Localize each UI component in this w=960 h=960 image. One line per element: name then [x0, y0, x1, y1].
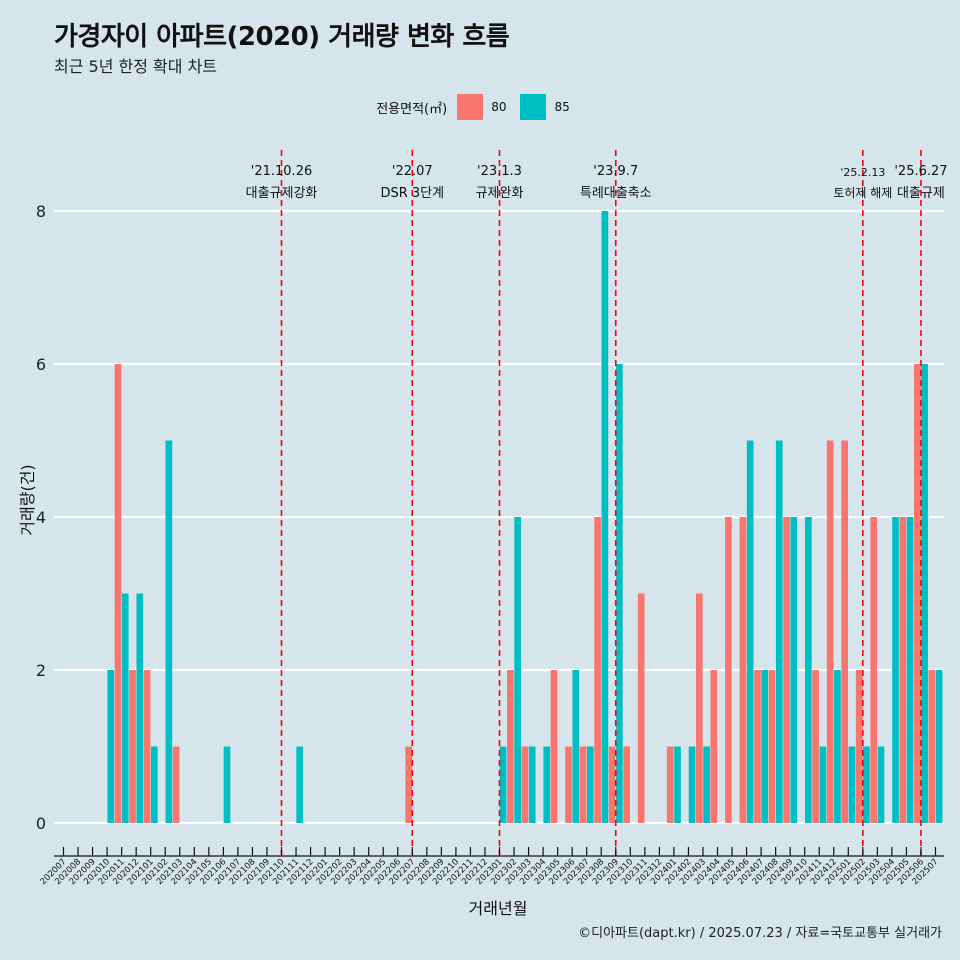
bar-85-202408 [775, 440, 783, 823]
event-date: '22.07 [392, 164, 433, 179]
bar-80-202012 [129, 670, 136, 823]
bar-80-202409 [783, 517, 790, 823]
y-tick-label: 0 [36, 814, 46, 833]
legend-swatch-85 [520, 94, 547, 120]
legend-title: 전용면적(㎡) [376, 101, 448, 117]
bar-85-202106 [223, 746, 231, 823]
bar-85-202409 [790, 517, 798, 823]
bar-80-202501 [841, 440, 848, 823]
bar-85-202502 [863, 746, 870, 823]
event-date: '25.2.13 [840, 166, 885, 179]
bar-80-202403 [696, 593, 703, 823]
bar-80-202411 [812, 670, 819, 823]
bar-85-202407 [761, 670, 769, 823]
bar-80-202406 [739, 517, 747, 823]
event-label: DSR 3단계 [380, 186, 444, 201]
bar-85-202301 [499, 746, 507, 823]
bar-80-202408 [768, 670, 776, 823]
event-date: '23.9.7 [593, 164, 638, 179]
bar-80-202309 [608, 746, 616, 823]
bar-85-202307 [587, 746, 594, 823]
bar-85-202412 [834, 670, 841, 823]
bar-80-202502 [855, 670, 863, 823]
y-tick-label: 2 [36, 661, 46, 680]
bar-85-202308 [601, 211, 609, 823]
legend-label-85: 85 [554, 100, 570, 114]
bar-80-202103 [172, 746, 180, 823]
bar-85-202501 [848, 746, 856, 823]
bar-85-202504 [892, 517, 899, 823]
legend-label-80: 80 [491, 100, 507, 114]
bar-80-202308 [594, 517, 601, 823]
bar-80-202401 [666, 746, 674, 823]
bar-80-202310 [623, 746, 630, 823]
event-label: 대출규제 [897, 186, 945, 201]
bar-85-202306 [572, 670, 580, 823]
bar-80-202311 [637, 593, 645, 823]
bar-85-202411 [819, 746, 827, 823]
bar-85-202507 [935, 670, 943, 823]
bar-85-202302 [514, 517, 521, 823]
bar-85-202303 [528, 746, 536, 823]
event-date: '21.10.26 [251, 164, 312, 179]
bar-80-202305 [550, 670, 558, 823]
bar-80-202507 [928, 670, 936, 823]
bar-80-202407 [754, 670, 761, 823]
bar-80-202303 [521, 746, 529, 823]
source-caption: ©디아파트(dapt.kr) / 2025.07.23 / 자료=국토교통부 실… [578, 926, 942, 941]
y-tick-label: 4 [36, 508, 46, 527]
bar-85-202011 [121, 593, 129, 823]
bar-80-202302 [507, 670, 514, 823]
bar-85-202406 [746, 440, 754, 823]
bar-80-202405 [725, 517, 732, 823]
event-date: '25.6.27 [894, 164, 947, 179]
event-label: 토허제 해제 [833, 186, 892, 200]
bar-80-202505 [899, 517, 907, 823]
x-axis-title: 거래년월 [469, 899, 528, 918]
bar-85-202012 [136, 593, 144, 823]
y-tick-label: 8 [36, 202, 46, 221]
bar-85-202111 [296, 746, 303, 823]
bar-85-202309 [616, 364, 623, 823]
bar-85-202403 [703, 746, 710, 823]
bar-80-202412 [826, 440, 834, 823]
bar-85-202503 [877, 746, 885, 823]
bar-85-202101 [151, 746, 158, 823]
legend: 전용면적(㎡) 80 85 [0, 94, 960, 120]
bar-85-202102 [165, 440, 173, 823]
bar-85-202402 [688, 746, 696, 823]
event-label: 규제완화 [476, 186, 524, 201]
legend-swatch-80 [457, 94, 484, 120]
bar-85-202505 [906, 517, 914, 823]
bar-80-202011 [114, 364, 122, 823]
chart-subtitle: 최근 5년 한정 확대 차트 [54, 57, 218, 76]
bar-80-202101 [143, 670, 151, 823]
bar-80-202506 [914, 364, 921, 823]
event-date: '23.1.3 [477, 164, 522, 179]
bar-85-202010 [107, 670, 115, 823]
bar-80-202307 [579, 746, 587, 823]
chart-title: 가경자이 아파트(2020) 거래량 변화 흐름 [54, 22, 510, 52]
event-label: 특례대출축소 [580, 186, 652, 201]
y-tick-label: 6 [36, 355, 46, 374]
bar-85-202410 [805, 517, 812, 823]
bar-85-202506 [921, 364, 928, 823]
bar-80-202404 [710, 670, 718, 823]
bar-80-202306 [565, 746, 572, 823]
y-axis-title: 거래량(건) [18, 464, 37, 535]
bar-85-202304 [543, 746, 551, 823]
bar-80-202207 [405, 746, 412, 823]
bar-85-202401 [674, 746, 681, 823]
event-label: 대출규제강화 [246, 186, 318, 201]
bar-80-202503 [870, 517, 878, 823]
